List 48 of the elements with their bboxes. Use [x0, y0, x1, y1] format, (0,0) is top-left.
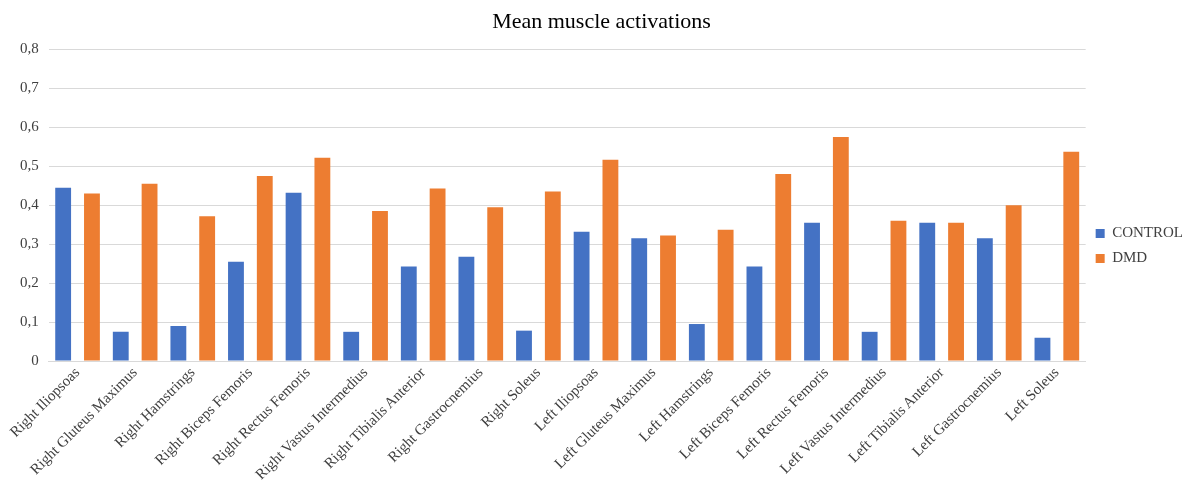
bar	[832, 137, 849, 361]
bar	[660, 235, 676, 361]
legend-label: DMD	[1112, 249, 1148, 266]
bar	[1034, 337, 1051, 361]
bar	[343, 331, 360, 361]
legend-label: CONTROL	[1112, 224, 1184, 241]
bar	[55, 187, 72, 361]
bar	[112, 331, 129, 361]
y-tick-label: 0,8	[20, 40, 39, 57]
y-tick-label: 0,7	[20, 79, 40, 96]
bar	[84, 193, 100, 361]
bar	[256, 176, 273, 361]
bar	[976, 238, 993, 361]
bar	[228, 261, 244, 361]
bar	[948, 222, 964, 361]
bar	[141, 183, 158, 361]
y-tick-label: 0,3	[20, 235, 39, 252]
y-tick-label: 0	[31, 351, 39, 368]
bar	[400, 266, 417, 361]
bar	[1005, 205, 1022, 361]
bar	[775, 174, 792, 361]
bar	[429, 188, 446, 361]
y-tick-label: 0,5	[20, 157, 39, 174]
bar	[372, 211, 388, 361]
bar	[170, 325, 187, 361]
bar	[314, 157, 331, 361]
bar	[717, 229, 734, 361]
y-tick-label: 0,6	[20, 118, 40, 135]
y-tick-label: 0,2	[20, 274, 39, 291]
bar	[573, 231, 590, 361]
chart-title: Mean muscle activations	[492, 7, 711, 33]
bar	[1063, 151, 1080, 361]
y-tick-label: 0,4	[20, 196, 40, 213]
bar	[458, 256, 475, 361]
bar	[544, 191, 561, 361]
bar	[746, 266, 763, 361]
bar	[804, 222, 820, 361]
bar	[516, 330, 532, 361]
bar	[631, 238, 648, 361]
bar	[861, 331, 878, 361]
bar	[602, 159, 619, 361]
bar	[688, 324, 705, 361]
bar	[890, 220, 907, 361]
bar	[285, 192, 302, 361]
bar	[919, 222, 936, 361]
y-tick-label: 0,1	[20, 313, 39, 330]
bar	[199, 216, 216, 361]
bar	[487, 207, 504, 361]
